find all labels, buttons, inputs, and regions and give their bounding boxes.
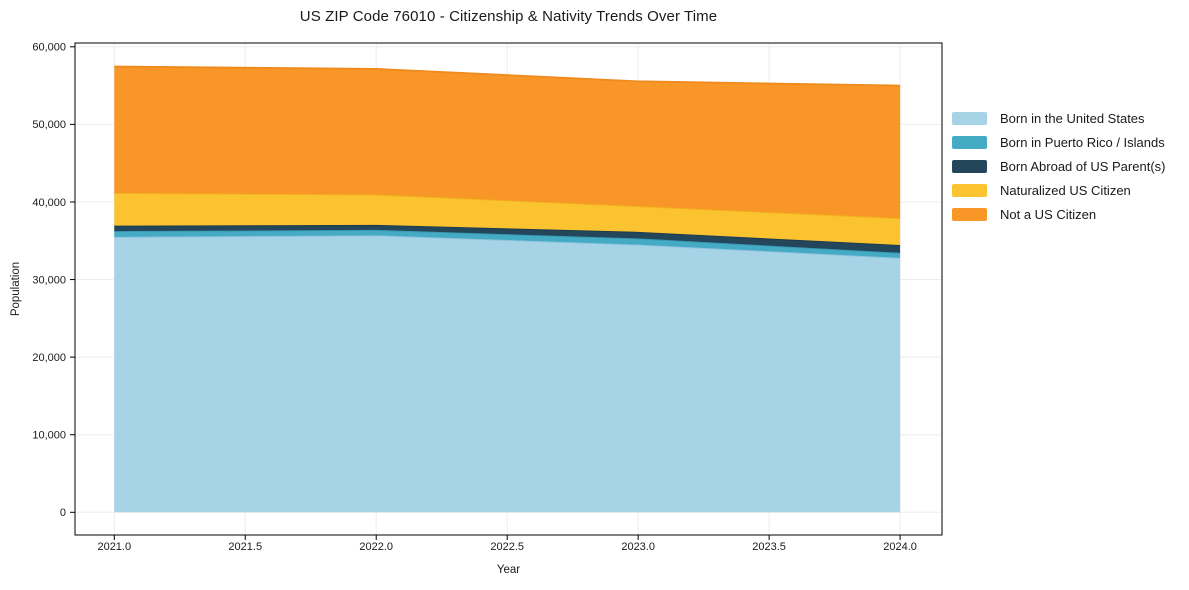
y-tick-label: 20,000: [32, 352, 66, 364]
legend-swatch: [952, 207, 987, 221]
legend-item-label: Naturalized US Citizen: [1000, 182, 1131, 198]
x-tick-label: 2022.5: [490, 541, 524, 553]
legend-item: Born Abroad of US Parent(s): [952, 158, 1166, 174]
legend-swatch: [952, 183, 987, 197]
legend-swatch: [952, 159, 987, 173]
x-tick-label: 2023.5: [752, 541, 786, 553]
y-tick-label: 40,000: [32, 197, 66, 209]
legend-swatch: [952, 111, 987, 125]
y-tick-label: 50,000: [32, 119, 66, 131]
x-tick-label: 2021.0: [97, 541, 131, 553]
area-born-in-the-united-states: [114, 235, 901, 513]
legend-item-label: Born in Puerto Rico / Islands: [1000, 134, 1165, 150]
legend-item: Born in the United States: [952, 110, 1165, 126]
legend: Born in the United States Born in Puerto …: [952, 111, 1165, 231]
legend-item-label: Not a US Citizen: [1000, 206, 1097, 222]
area-born-in-puerto-rico-islands: [114, 229, 901, 258]
y-tick-label: 10,000: [32, 430, 66, 442]
legend-item: Naturalized US Citizen: [952, 182, 1165, 198]
y-tick-label: 0: [60, 507, 66, 519]
area-naturalized-us-citizen: [114, 193, 901, 246]
area-line-not-a-us-citizen: [114, 65, 901, 87]
legend-item-label: Born Abroad of US Parent(s): [1000, 158, 1166, 174]
legend-item: Not a US Citizen: [952, 206, 1165, 222]
x-axis-label: Year: [496, 564, 521, 576]
y-tick-label: 60,000: [32, 42, 66, 54]
y-tick-label: 30,000: [32, 274, 66, 286]
legend-swatch: [952, 135, 987, 149]
y-axis-label-text: Population: [10, 261, 22, 317]
x-tick-label: 2023.0: [621, 541, 655, 553]
x-tick-label: 2021.5: [228, 541, 262, 553]
chart-title: US ZIP Code 76010 - Citizenship & Nativi…: [299, 8, 718, 25]
legend-item: Born in Puerto Rico / Islands: [952, 134, 1165, 150]
area-not-a-us-citizen: [114, 66, 901, 219]
plot-border: [74, 42, 943, 536]
x-tick-label: 2022.0: [359, 541, 393, 553]
x-tick-label: 2024.0: [883, 541, 917, 553]
area-born-abroad-of-us-parent-s: [114, 224, 901, 253]
legend-item-label: Born in the United States: [1000, 110, 1145, 126]
